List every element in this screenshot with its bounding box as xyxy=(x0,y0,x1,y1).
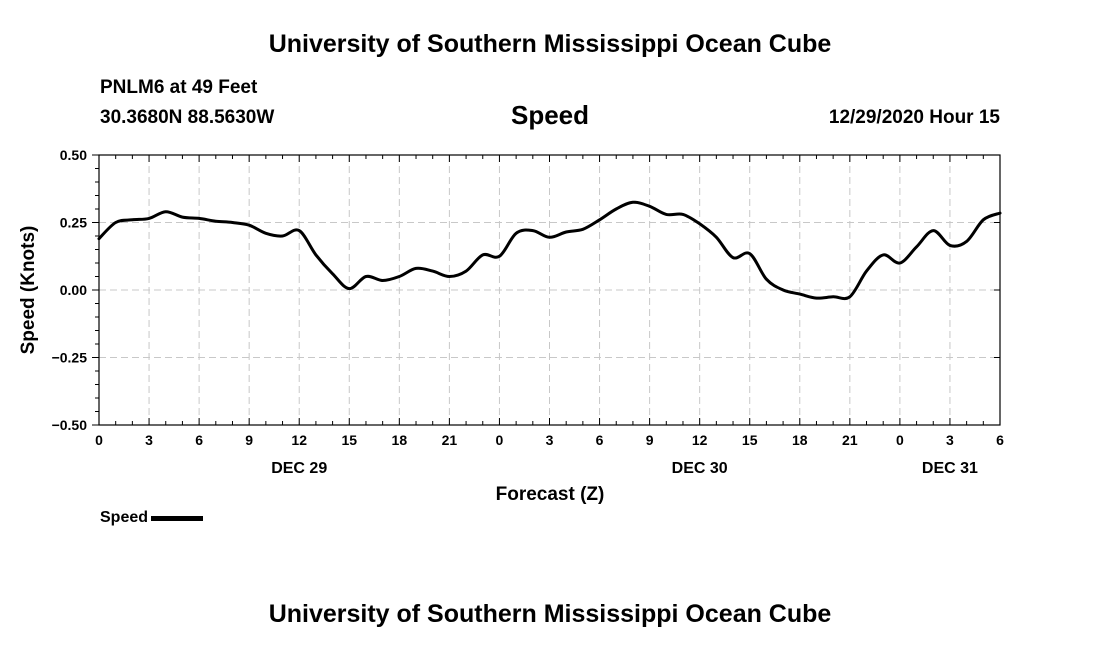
x-tick-label: 6 xyxy=(596,432,604,448)
speed-data-point xyxy=(498,255,501,258)
speed-data-point xyxy=(765,278,768,281)
speed-data-point xyxy=(998,211,1002,215)
speed-data-point xyxy=(665,213,668,216)
speed-data-point xyxy=(781,288,785,292)
x-axis-title: Forecast (Z) xyxy=(496,484,605,505)
x-tick-label: 21 xyxy=(442,432,458,448)
speed-data-point xyxy=(181,215,184,219)
axis-labels: 0 3 6 9 12 15 18 21 0 3 6 9 12 15 18 21 0 3 6 −0.50 −0.25 0.0… xyxy=(52,147,1005,477)
speed-data-point xyxy=(381,279,384,282)
x-tick-label: 3 xyxy=(145,432,153,448)
speed-data-point xyxy=(114,221,117,224)
speed-data-point xyxy=(97,237,101,240)
x-tick-label: 18 xyxy=(392,432,408,448)
speed-data-point xyxy=(865,269,868,273)
x-tick-label: 0 xyxy=(496,432,504,448)
y-tick-label: −0.25 xyxy=(52,350,88,366)
speed-data-point xyxy=(131,218,134,221)
speed-data-point xyxy=(898,261,902,265)
grid-lines xyxy=(99,155,1000,425)
banner-title-bottom: University of Southern Mississippi Ocean… xyxy=(268,600,832,628)
x-tick-label: 12 xyxy=(291,432,307,448)
speed-data-point xyxy=(147,217,151,220)
x-tick-label: 6 xyxy=(195,432,203,448)
station-label: PNLM6 at 49 Feet xyxy=(100,77,258,98)
speed-data-point xyxy=(548,236,551,239)
speed-data-point xyxy=(965,240,968,243)
x-tick-label: 15 xyxy=(742,432,758,448)
x-tick-label: 9 xyxy=(245,432,253,448)
speed-data-point xyxy=(882,253,885,257)
speed-data-points xyxy=(97,201,1002,300)
speed-data-point xyxy=(214,219,217,223)
speed-data-point xyxy=(798,292,801,296)
station-coordinates: 30.3680N 88.5630W xyxy=(100,107,275,128)
x-tick-label: 0 xyxy=(896,432,904,448)
speed-data-point xyxy=(514,232,518,235)
x-tick-label: 15 xyxy=(341,432,357,448)
speed-data-point xyxy=(164,210,167,213)
x-tick-label: 3 xyxy=(546,432,554,448)
y-tick-label: 0.50 xyxy=(60,147,87,163)
x-tick-label: 12 xyxy=(692,432,708,448)
speed-data-point xyxy=(982,218,985,221)
speed-data-point xyxy=(932,229,935,232)
speed-data-point xyxy=(698,222,701,226)
speed-data-point xyxy=(564,230,568,234)
speed-data-point xyxy=(531,229,535,232)
speed-data-point xyxy=(431,269,434,273)
speed-data-point xyxy=(414,267,418,270)
speed-data-point xyxy=(348,287,351,290)
speed-data-point xyxy=(815,296,818,300)
speed-data-point xyxy=(915,245,918,248)
speed-data-point xyxy=(948,244,952,247)
date-label: DEC 29 xyxy=(271,460,327,477)
speed-data-point xyxy=(464,269,468,273)
speed-data-point xyxy=(298,229,301,232)
forecast-timestamp: 12/29/2020 Hour 15 xyxy=(828,107,1000,128)
speed-data-point xyxy=(631,201,635,204)
speed-data-point xyxy=(331,272,334,275)
legend-swatch xyxy=(151,515,204,521)
speed-data-point xyxy=(398,275,401,278)
speed-data-point xyxy=(681,213,685,216)
speed-data-point xyxy=(615,207,618,211)
speed-data-point xyxy=(648,205,651,208)
y-axis-title: Speed (Knots) xyxy=(18,226,39,355)
date-label: DEC 31 xyxy=(922,460,978,477)
y-tick-label: −0.50 xyxy=(52,417,88,433)
legend-label: Speed xyxy=(100,509,149,526)
speed-data-point xyxy=(197,217,201,220)
speed-data-point xyxy=(364,275,368,278)
chart-title: Speed xyxy=(510,100,590,130)
x-tick-label: 21 xyxy=(842,432,858,448)
x-tick-label: 3 xyxy=(946,432,954,448)
date-label: DEC 30 xyxy=(672,460,728,477)
speed-data-point xyxy=(231,221,234,224)
speed-data-point xyxy=(448,275,451,278)
speed-data-point xyxy=(264,232,268,235)
speed-data-point xyxy=(481,253,484,257)
legend: Speed xyxy=(100,509,204,527)
banner-title-top: University of Southern Mississippi Ocean… xyxy=(268,30,832,58)
y-tick-label: 0.25 xyxy=(60,215,87,231)
speed-data-point xyxy=(715,236,718,239)
x-tick-label: 9 xyxy=(646,432,654,448)
speed-data-point xyxy=(281,234,284,238)
x-tick-label: 18 xyxy=(792,432,808,448)
y-tick-label: 0.00 xyxy=(60,282,87,298)
speed-data-point xyxy=(748,252,751,255)
speed-data-point xyxy=(831,295,835,298)
speed-data-point xyxy=(848,295,852,298)
x-tick-label: 0 xyxy=(95,432,103,448)
speed-data-point xyxy=(314,253,318,257)
speed-data-point xyxy=(598,218,601,221)
speed-data-point xyxy=(581,228,585,231)
speed-data-point xyxy=(247,224,251,227)
speed-data-point xyxy=(731,256,735,259)
x-tick-label: 6 xyxy=(996,432,1004,448)
plot-frame xyxy=(98,154,1001,426)
